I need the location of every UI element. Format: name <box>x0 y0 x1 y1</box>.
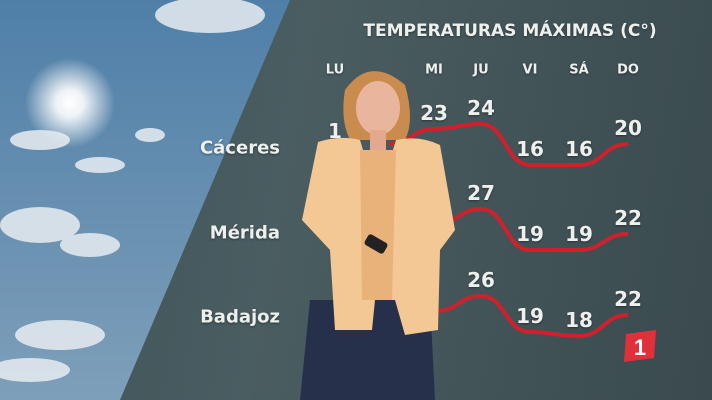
day-label: DO <box>617 62 639 78</box>
temperature-value: 18 <box>565 308 593 332</box>
temperature-value: 22 <box>614 287 642 311</box>
city-label: Badajoz <box>200 306 280 328</box>
clicker-remote <box>364 234 388 254</box>
chart-title: TEMPERATURAS MÁXIMAS (C°) <box>363 21 657 41</box>
temperature-value: 19 <box>565 222 593 246</box>
temperature-value: 23 <box>420 101 448 125</box>
clouds <box>0 0 265 382</box>
temperature-value: 16 <box>516 137 544 161</box>
day-label: MI <box>425 62 443 78</box>
city-label: Mérida <box>209 222 280 244</box>
temperature-value: 19 <box>516 304 544 328</box>
day-label: LU <box>325 62 345 78</box>
temperature-value: 1 <box>328 119 342 143</box>
temperature-value: 22 <box>614 206 642 230</box>
temperature-value: 26 <box>467 268 495 292</box>
sun-icon <box>25 58 115 148</box>
temperature-curve <box>435 206 629 253</box>
temperature-value: 16 <box>565 137 593 161</box>
temperature-value: 20 <box>614 116 642 140</box>
svg-text:1: 1 <box>634 335 646 360</box>
temperature-value: 19 <box>516 222 544 246</box>
temperature-curve <box>388 121 629 167</box>
tve-channel-logo: 1 <box>624 330 656 362</box>
city-label: Cáceres <box>199 137 280 159</box>
temperature-value: 24 <box>467 96 495 120</box>
temperature-curve <box>435 293 629 339</box>
day-label: SÁ <box>569 62 589 78</box>
temperature-value: 27 <box>467 181 495 205</box>
day-label: VI <box>522 62 538 78</box>
day-label: JU <box>473 62 489 78</box>
